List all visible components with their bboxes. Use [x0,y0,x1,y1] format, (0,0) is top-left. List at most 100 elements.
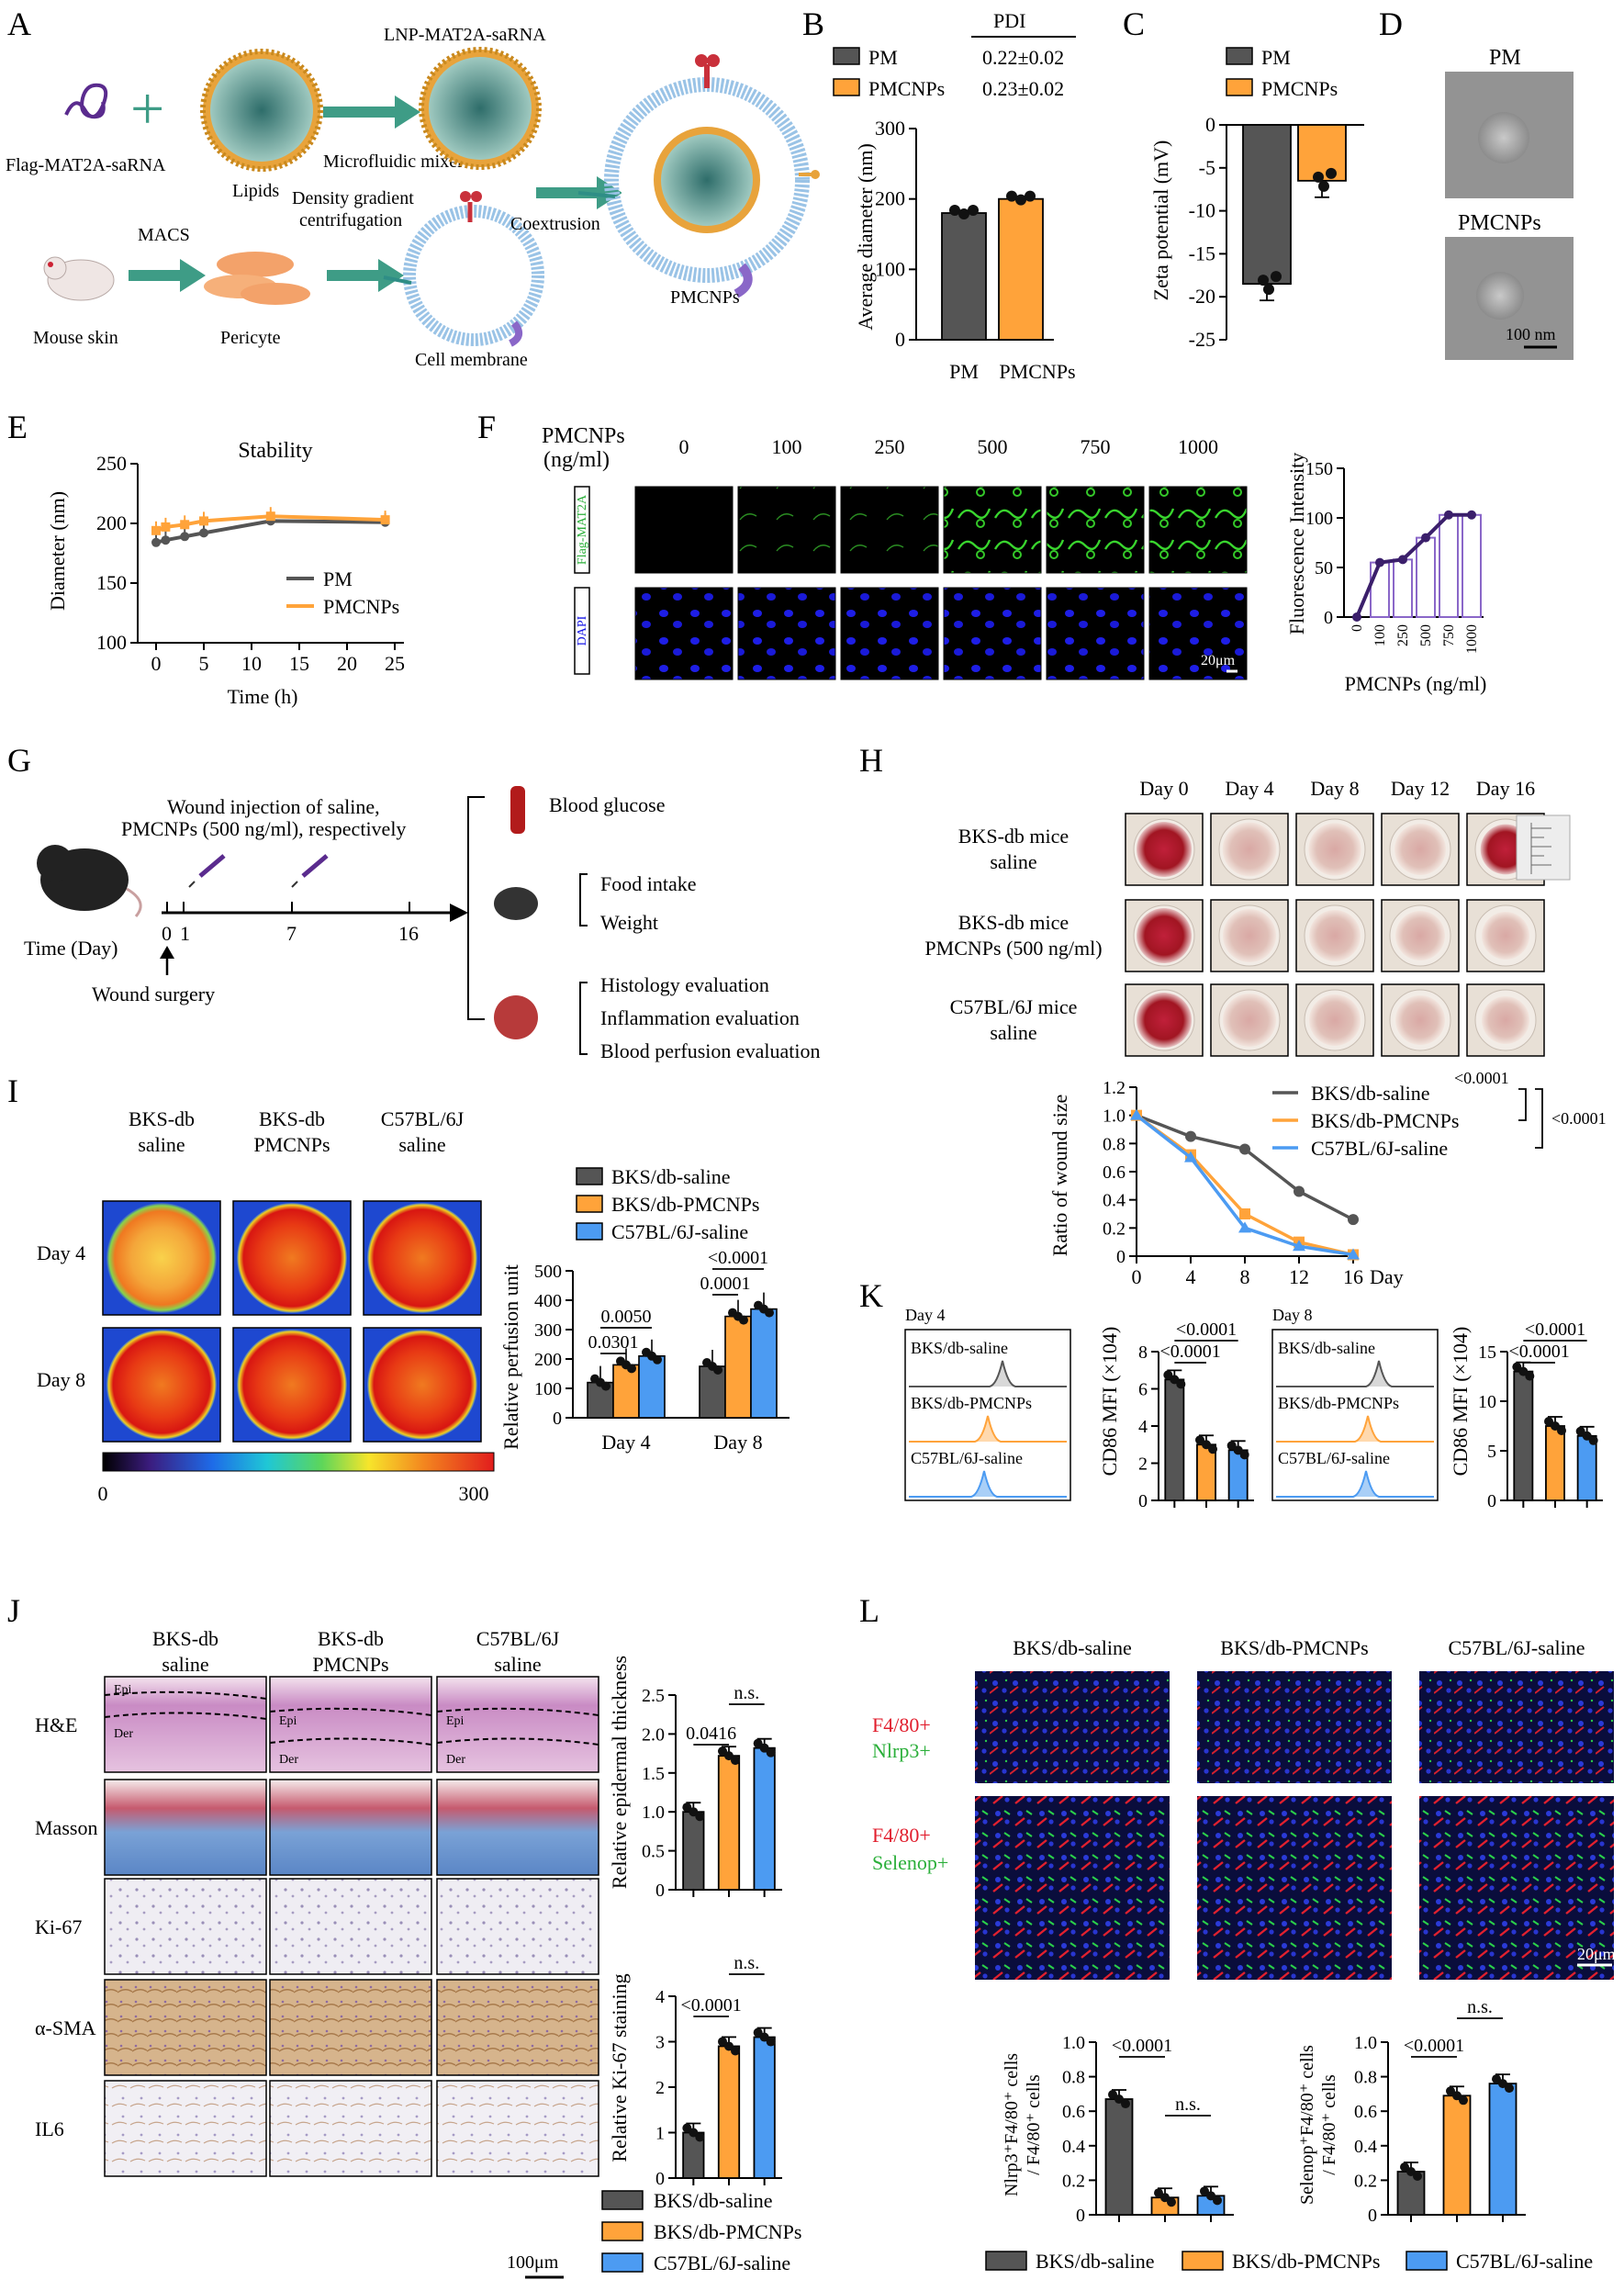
h-row-label-line1: BKS-db mice [958,825,1069,848]
h-wound-bed [1137,993,1192,1048]
chartL1-bar [1104,2098,1134,2216]
f-ylabel: Fluorescence Intensity [1285,453,1308,635]
chartL1-p-value: n.s. [1175,2094,1201,2115]
chartL2-y-tick-label: 0.6 [1354,2102,1377,2122]
f-chart-area: 0 50 100 150 0 100 250 500 750 1000 [1305,459,1484,654]
chartK8-bar [1545,1425,1565,1501]
i-data-point [601,1381,610,1391]
l-fluorescence-image [1197,1671,1392,1783]
h-row-label-line1: C57BL/6J mice [950,995,1078,1018]
chartK4-data-point [1226,1441,1237,1451]
l-ylabel2-a: Selenop⁺F4/80⁺ cells [1297,2045,1317,2205]
e-data-point [151,537,161,547]
b-data-point [949,205,960,216]
j-row-label: IL6 [35,2117,64,2140]
j-dermis-border [436,1737,599,1746]
j-column-label-line2: saline [494,1653,541,1676]
i-column-label-line1: C57BL/6J [381,1107,465,1130]
f-x-tick-label: 0 [1350,624,1365,632]
chartL1-data-point [1206,2191,1215,2201]
j-histology-image [104,1878,267,1975]
l-row2-a: F4/80+ [872,1824,931,1847]
chartJ1-y-tick-label: 2.5 [642,1686,665,1706]
h-p-value: <0.0001 [1454,1069,1509,1087]
i-x-tick-label: Day 8 [713,1431,762,1454]
l-fluorescence-image [1197,1796,1392,1980]
f-row2-box [574,587,590,675]
rna-strand-icon [64,83,108,119]
f-data-point [1375,557,1384,567]
f-scale-label: 20μm [1201,653,1236,668]
f-xlabel: PMCNPs (ng/ml) [1345,672,1487,695]
chartK4-y-tick-label: 4 [1138,1417,1148,1437]
chartJ2-bar [753,2036,776,2179]
lipids-label: Lipids [232,181,279,201]
chartJ1-y-tick-label: 2.0 [642,1724,665,1745]
chartL2-data-point [1505,2083,1514,2094]
panel-l-immunofluorescence: BKS/db-saline BKS/db-PMCNPs C57BL/6J-salin… [872,1636,1616,2273]
chartJ2-data-point [724,2041,734,2051]
h-day-labels: Day 0 Day 4 Day 8 Day 12 Day 16 [1139,777,1535,800]
chartK8-y-tick-label: 15 [1478,1342,1496,1363]
chartL1-p-value: <0.0001 [1112,2036,1172,2056]
h-sig-bracket [1535,1088,1543,1149]
chartK8-data-point [1582,1431,1592,1441]
l-fluorescence-image [1419,1796,1614,1980]
panel-letter-e: E [7,409,28,445]
chartJ2-y-tick-label: 2 [655,2078,665,2098]
l-scale-label: 20μm [1577,1945,1616,1963]
c-y-tick-label: -25 [1189,328,1215,351]
e-chart-area: 100 150 200 250 0 5 10 15 20 25 PM PMCNPs [96,452,405,675]
chartL1-y-tick-label: 0.6 [1062,2102,1085,2122]
chartK4-y-tick-label: 2 [1138,1454,1148,1475]
i-ylabel: Relative perfusion unit [499,1264,522,1450]
i-p-value: 0.0301 [588,1332,639,1353]
mouse-icon [37,845,142,917]
chartJ2-data-point [718,2037,727,2047]
h-y-tick-label: 1.2 [1103,1078,1126,1098]
e-data-point [180,532,190,542]
j-der-label: Der [114,1727,133,1741]
flag-label: Flag-MAT2A-saRNA [6,155,166,175]
c-ylabel: Zeta potential (mV) [1149,140,1172,301]
j-histology-image [269,2080,432,2177]
b-y-tick-label: 0 [895,328,905,351]
j-histology-image [436,1878,599,1975]
j-column-label-line2: PMCNPs [312,1653,388,1676]
f-data-point [1398,555,1407,565]
f-bar [1393,558,1413,618]
c-y-tick-label: -20 [1189,285,1215,308]
chartK4-y-tick-label: 8 [1138,1342,1148,1363]
f-dapi-micrograph [737,587,836,680]
mouse-skin-label: Mouse skin [33,328,118,348]
d-pm-label: PM [1489,46,1521,70]
syringe-icon [291,854,329,888]
i-column-label-line2: PMCNPs [253,1133,330,1156]
k-day-label: Day 4 [905,1306,946,1324]
chartK8-data-point [1525,1371,1535,1381]
h-wound-bed [1222,822,1277,877]
h-y-tick-label: 0 [1116,1247,1126,1267]
panel-a-schematic: Flag-MAT2A-saRNA + Lipids Microfluidic m… [6,25,820,370]
l-legend-1: BKS/db-saline [1036,2250,1155,2273]
lnp-saRNA-icon [419,47,542,170]
chartK8-data-point [1575,1426,1585,1436]
h-x-tick-label: 8 [1240,1265,1250,1288]
i-legend-label: BKS/db-PMCNPs [611,1193,759,1216]
i-legend-swatch [576,1167,603,1185]
j-legend-1: BKS/db-saline [654,2189,773,2212]
k-histogram-frame [1271,1329,1439,1501]
k-day4-chart: 0 2 4 6 8 <0.0001<0.0001 [1138,1320,1254,1511]
l-legend-2: BKS/db-PMCNPs [1232,2250,1380,2273]
e-x-tick-label: 15 [289,652,309,675]
b-data-point [1015,194,1026,206]
i-bar [699,1365,726,1419]
chartJ2-y-tick-label: 1 [655,2124,665,2144]
l-column-labels: BKS/db-saline BKS/db-PMCNPs C57BL/6J-salin… [1013,1636,1585,1659]
f-y-tick-label: 0 [1324,608,1333,628]
chartL2-data-point [1446,2086,1455,2096]
f-row2-label: DAPI [576,615,589,646]
h-day-label: Day 16 [1476,777,1535,800]
j-epi-label: Epi [446,1714,465,1728]
h-y-tick-label: 1.0 [1103,1106,1126,1127]
